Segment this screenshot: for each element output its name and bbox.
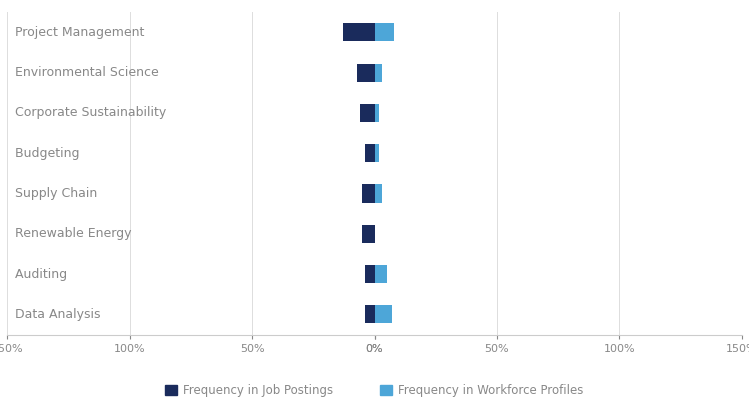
Legend: Frequency in Job Postings, Frequency in Workforce Profiles: Frequency in Job Postings, Frequency in … bbox=[161, 380, 588, 402]
Bar bbox=[374, 23, 394, 42]
Text: Supply Chain: Supply Chain bbox=[7, 187, 97, 200]
Text: Budgeting: Budgeting bbox=[7, 147, 80, 160]
Text: Environmental Science: Environmental Science bbox=[7, 66, 160, 79]
Bar bbox=[374, 64, 382, 82]
Text: Data Analysis: Data Analysis bbox=[7, 308, 101, 321]
Text: Project Management: Project Management bbox=[7, 26, 145, 39]
Bar bbox=[365, 144, 374, 162]
Text: Corporate Sustainability: Corporate Sustainability bbox=[7, 106, 167, 120]
Bar bbox=[363, 225, 374, 243]
Bar bbox=[374, 305, 392, 324]
Bar bbox=[363, 184, 374, 203]
Text: Auditing: Auditing bbox=[7, 268, 67, 281]
Bar bbox=[374, 184, 382, 203]
Bar bbox=[343, 23, 374, 42]
Bar bbox=[365, 305, 374, 324]
Bar bbox=[374, 265, 386, 283]
Bar bbox=[360, 104, 374, 122]
Bar bbox=[357, 64, 374, 82]
Bar bbox=[374, 104, 380, 122]
Bar bbox=[374, 144, 380, 162]
Bar bbox=[365, 265, 374, 283]
Text: Renewable Energy: Renewable Energy bbox=[7, 227, 132, 240]
